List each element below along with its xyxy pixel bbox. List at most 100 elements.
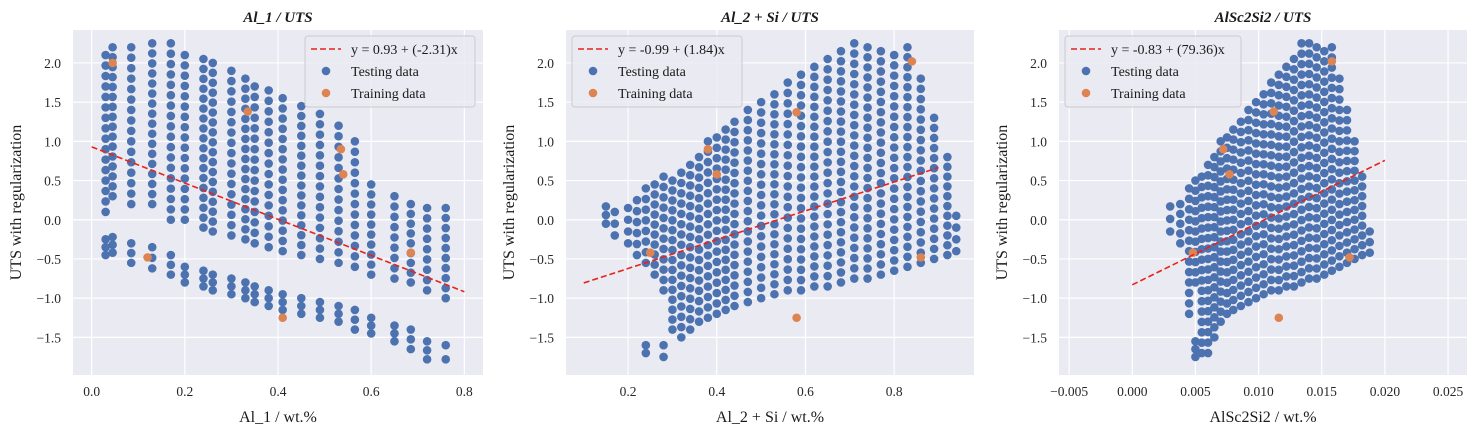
testing-point: [1259, 109, 1268, 119]
testing-point: [783, 109, 793, 119]
testing-point: [1259, 169, 1268, 179]
testing-point: [1319, 209, 1329, 218]
testing-point: [1236, 219, 1246, 229]
testing-point: [1251, 108, 1261, 117]
testing-point: [916, 176, 926, 186]
testing-point: [1184, 309, 1194, 319]
testing-point: [1282, 262, 1291, 271]
testing-point: [350, 157, 360, 167]
testing-point: [650, 180, 659, 189]
testing-point: [783, 275, 793, 285]
testing-point: [743, 277, 753, 287]
testing-point: [1327, 124, 1337, 133]
testing-point: [406, 209, 416, 219]
testing-point: [108, 162, 117, 171]
testing-point: [180, 205, 190, 214]
testing-point: [1312, 173, 1321, 183]
legend: y = -0.83 + (79.36)x Testing data Training…: [1064, 35, 1242, 108]
testing-point: [1236, 209, 1246, 219]
testing-point: [1304, 253, 1314, 263]
testing-point: [1197, 203, 1207, 213]
testing-point: [770, 189, 779, 199]
testing-point: [1175, 199, 1185, 209]
testing-point: [1266, 265, 1276, 274]
testing-point: [849, 192, 859, 202]
testing-point: [876, 199, 886, 208]
testing-point: [108, 172, 117, 181]
testing-point: [712, 133, 722, 142]
training-point: [712, 169, 722, 179]
testing-point: [1229, 245, 1238, 255]
testing-point: [1266, 254, 1276, 264]
testing-point: [1210, 232, 1219, 242]
testing-point: [264, 201, 273, 210]
testing-point: [903, 162, 912, 172]
testing-point: [916, 74, 926, 83]
testing-point: [1289, 75, 1299, 84]
testing-point: [1274, 183, 1284, 192]
testing-point: [712, 216, 722, 225]
testing-point: [756, 231, 766, 241]
testing-point: [1304, 212, 1314, 222]
plot-marks: [1131, 39, 1386, 362]
testing-point: [668, 176, 677, 185]
testing-point: [350, 262, 360, 272]
testing-point: [1165, 202, 1175, 211]
testing-point: [390, 243, 399, 252]
testing-point: [1210, 313, 1219, 322]
testing-point: [1266, 182, 1276, 191]
testing-point: [601, 210, 611, 220]
testing-point: [1216, 137, 1225, 146]
testing-point: [823, 271, 832, 281]
legend-fit-label: y = 0.93 + (-2.31)x: [351, 43, 458, 58]
testing-point: [422, 244, 432, 254]
training-point: [108, 58, 117, 68]
testing-point: [1312, 254, 1321, 263]
y-tick-label: 1.5: [44, 95, 61, 110]
testing-point: [208, 207, 218, 216]
y-tick-label: 1.5: [1030, 95, 1047, 110]
testing-point: [1274, 244, 1284, 254]
testing-point: [1244, 176, 1253, 186]
testing-point: [712, 278, 722, 288]
testing-point: [147, 99, 157, 108]
testing-point: [610, 231, 620, 240]
testing-point: [1197, 276, 1207, 285]
testing-point: [1297, 194, 1306, 204]
testing-point: [422, 275, 432, 285]
testing-point: [1335, 168, 1344, 178]
testing-point: [390, 202, 399, 211]
testing-point: [227, 66, 236, 76]
testing-point: [1282, 222, 1291, 231]
testing-point: [810, 142, 819, 151]
testing-point: [1210, 303, 1219, 312]
testing-point: [889, 235, 899, 245]
testing-point: [1289, 85, 1299, 95]
testing-point: [108, 112, 117, 122]
testing-point: [264, 242, 273, 252]
testing-point: [1319, 199, 1329, 208]
testing-point: [668, 325, 677, 334]
testing-point: [632, 195, 642, 205]
testing-point: [1282, 132, 1291, 142]
testing-point: [694, 173, 704, 182]
testing-point: [796, 224, 806, 234]
testing-point: [1297, 59, 1306, 69]
testing-point: [180, 81, 190, 91]
testing-point: [712, 153, 722, 163]
testing-point: [1210, 212, 1219, 222]
testing-point: [1259, 259, 1268, 269]
testing-point: [147, 189, 157, 199]
y-tick-label: −0.5: [530, 252, 555, 267]
testing-point: [1216, 217, 1225, 226]
y-axis-label: UTS with regularization: [994, 125, 1011, 281]
testing-point: [180, 174, 190, 183]
testing-point: [147, 109, 157, 118]
testing-point: [1297, 122, 1306, 131]
testing-point: [422, 286, 432, 295]
testing-point: [208, 58, 218, 68]
testing-point: [889, 153, 899, 163]
testing-point: [703, 220, 713, 229]
testing-point: [1342, 238, 1352, 247]
testing-point: [756, 170, 766, 179]
